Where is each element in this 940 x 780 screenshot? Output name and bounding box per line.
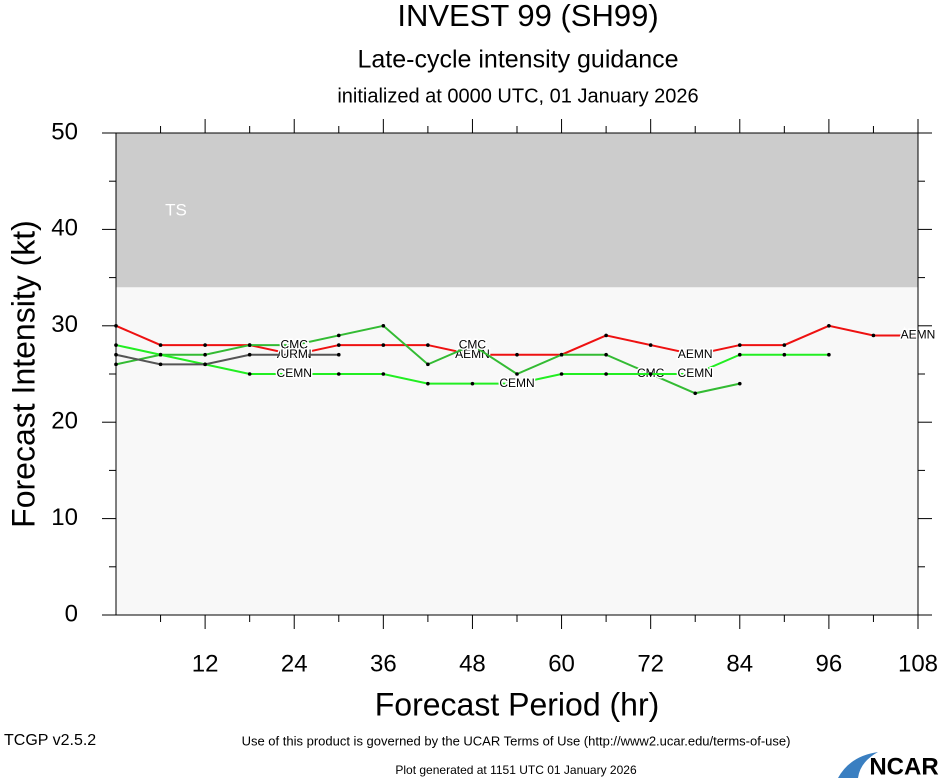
series-point	[336, 352, 341, 357]
series-point	[426, 362, 430, 367]
intensity-band	[116, 133, 918, 288]
y-axis-label: Forecast Intensity (kt)	[5, 220, 41, 528]
y-tick-label: 0	[65, 600, 78, 627]
series-point	[292, 343, 297, 347]
y-tick-label: 50	[51, 118, 78, 145]
x-tick-label: 60	[548, 650, 575, 677]
x-tick-label: 12	[192, 650, 219, 677]
y-tick-label: 10	[51, 504, 78, 531]
plot-frame	[115, 132, 919, 616]
series-point	[381, 343, 386, 347]
x-tick-label: 48	[459, 650, 486, 677]
logo: NCAR	[869, 753, 938, 780]
series-point	[648, 343, 653, 347]
series-point	[871, 333, 876, 338]
series-point	[559, 372, 564, 376]
series-point	[693, 352, 698, 357]
series-point	[693, 391, 698, 396]
series-point	[203, 343, 207, 347]
series-point	[426, 343, 430, 347]
series-point	[648, 372, 653, 376]
series-point	[559, 352, 564, 357]
x-tick-label: 24	[281, 650, 308, 677]
series-point	[470, 343, 475, 347]
series-point	[827, 324, 831, 328]
series-point	[604, 352, 608, 357]
series-label: CEMN	[277, 366, 312, 380]
init-time: initialized at 0000 UTC, 01 January 2026	[337, 85, 698, 107]
series-point	[158, 362, 163, 367]
series-point	[782, 343, 787, 347]
chart-title: INVEST 99 (SH99)	[397, 0, 658, 33]
series-point	[247, 372, 252, 376]
series-point	[515, 372, 519, 376]
series-point	[203, 362, 207, 367]
series-point	[827, 352, 831, 357]
series-label: CMC	[281, 337, 309, 351]
x-tick-label: 108	[898, 650, 938, 677]
series-point	[247, 343, 252, 347]
chart-subtitle: Late-cycle intensity guidance	[357, 46, 678, 74]
x-tick-label: 36	[370, 650, 397, 677]
series-point	[381, 324, 386, 328]
band-label: TS	[165, 200, 187, 219]
series-point	[203, 352, 207, 357]
x-tick-label: 84	[726, 650, 753, 677]
series-label: URM	[281, 347, 308, 361]
series-point	[336, 333, 341, 338]
series-point	[515, 381, 519, 386]
terms: Use of this product is governed by the U…	[242, 733, 791, 748]
series-label: CEMN	[499, 376, 534, 390]
x-tick-label: 96	[816, 650, 843, 677]
series-point	[158, 352, 163, 357]
series-point	[737, 343, 742, 347]
series-point	[604, 333, 608, 338]
series-point	[470, 381, 475, 386]
series-point	[693, 372, 698, 376]
series-point	[515, 352, 519, 357]
series-point	[336, 343, 341, 347]
series-point	[737, 352, 742, 357]
series-point	[604, 372, 608, 376]
series-point	[336, 372, 341, 376]
x-tick-label: 72	[637, 650, 664, 677]
series-point	[292, 372, 297, 376]
series-label: CEMN	[678, 366, 713, 380]
generated: Plot generated at 1151 UTC 01 January 20…	[395, 763, 637, 777]
series-point	[292, 352, 297, 357]
y-tick-label: 40	[51, 215, 78, 242]
series-point	[158, 343, 163, 347]
logo-swoosh	[838, 752, 878, 778]
y-tick-label: 20	[51, 408, 78, 435]
series-label: AEMN	[678, 347, 713, 361]
x-axis-label: Forecast Period (hr)	[375, 686, 660, 722]
series-point	[426, 381, 430, 386]
series-label: CMC	[459, 337, 487, 351]
series-point	[381, 372, 386, 376]
series-point	[737, 381, 742, 386]
version: TCGP v2.5.2	[4, 732, 96, 749]
series-point	[247, 352, 252, 357]
series-point	[782, 352, 787, 357]
y-tick-label: 30	[51, 311, 78, 338]
series-point	[470, 352, 475, 357]
series-line	[115, 353, 339, 366]
